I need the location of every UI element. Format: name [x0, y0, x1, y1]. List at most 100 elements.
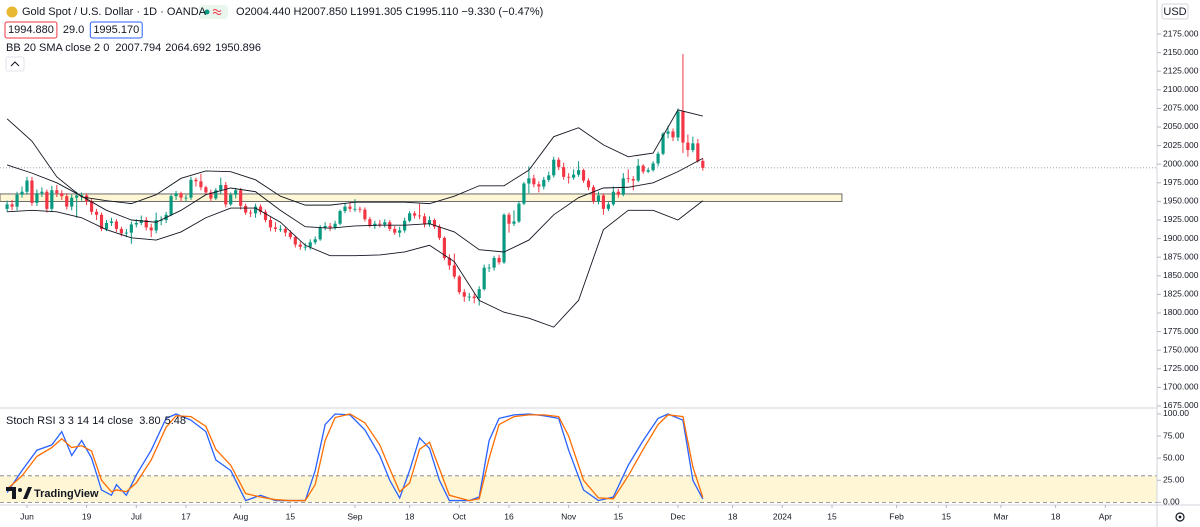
- price-tick-label: 1875.000: [1163, 251, 1199, 261]
- price-tick-label: 1700.000: [1163, 382, 1199, 392]
- ask-price-box: [89, 21, 143, 39]
- candle-body: [75, 195, 79, 198]
- tv-logo: [6, 487, 32, 499]
- candle-body: [542, 179, 546, 187]
- candle-body: [482, 267, 486, 290]
- candle-body: [234, 190, 238, 195]
- currency-button[interactable]: [1161, 3, 1189, 20]
- candle-body: [40, 191, 44, 194]
- price-tick-label: 1900.000: [1163, 233, 1199, 243]
- time-tick-label: 15: [614, 511, 624, 521]
- candle-body: [214, 190, 218, 199]
- candle-body: [60, 193, 64, 197]
- candle-body: [393, 228, 397, 233]
- candle-body: [408, 213, 412, 221]
- price-tick-label: 1950.000: [1163, 196, 1199, 206]
- bb-lower-value: 1950.896: [215, 42, 261, 54]
- market-status-button[interactable]: [199, 5, 228, 19]
- candle-body: [532, 178, 536, 185]
- candle-body: [427, 219, 432, 225]
- time-tick-label: 17: [181, 511, 191, 521]
- candle-body: [447, 257, 451, 266]
- price-tick-label: 2050.000: [1163, 121, 1199, 131]
- time-tick-label: Dec: [670, 511, 686, 521]
- candle-body: [591, 187, 596, 202]
- candle-body: [268, 219, 273, 228]
- candle-body: [547, 175, 551, 180]
- candle-body: [109, 221, 114, 223]
- candle-body: [85, 195, 89, 202]
- candle-body: [70, 197, 74, 207]
- candle-body: [124, 232, 128, 234]
- time-tick-label: Oct: [453, 511, 467, 521]
- time-tick-label: 2024: [773, 511, 792, 521]
- candle-body: [358, 208, 362, 210]
- candle-body: [179, 193, 183, 198]
- candle-body: [278, 228, 283, 230]
- candle-body: [656, 153, 660, 164]
- logo-dot: [18, 488, 22, 492]
- candle-body: [30, 180, 34, 203]
- time-tick-label: Jul: [131, 511, 142, 521]
- price-change: −9.330 (−0.47%): [461, 6, 543, 18]
- candle-body: [432, 219, 437, 227]
- candle-body: [129, 224, 133, 233]
- time-tick-label: Apr: [1099, 511, 1112, 521]
- candle-body: [333, 223, 337, 228]
- time-tick-label: Mar: [994, 511, 1009, 521]
- candle-body: [606, 204, 610, 209]
- price-tick-label: 2125.000: [1163, 65, 1199, 75]
- candle-body: [298, 244, 302, 247]
- candle-body: [576, 170, 581, 175]
- bollinger-basis: [6, 158, 704, 253]
- candle-body: [199, 181, 203, 188]
- price-tick-label: 1825.000: [1163, 289, 1199, 299]
- candle-body: [467, 296, 471, 298]
- stoch-title: Stoch RSI 3 3 14 14 close: [6, 415, 133, 427]
- candle-body: [701, 160, 705, 168]
- price-tick-label: 1800.000: [1163, 307, 1199, 317]
- settings-button[interactable]: [1175, 512, 1185, 522]
- candle-body: [581, 170, 586, 181]
- candle-body: [373, 223, 377, 226]
- ohlc-letter: L: [350, 6, 356, 18]
- price-tick-label: 1975.000: [1163, 177, 1199, 187]
- price-tick-label: 1675.000: [1163, 400, 1199, 410]
- candle-body: [442, 237, 446, 258]
- price-tick-label: 1925.000: [1163, 214, 1199, 224]
- candle-body: [572, 174, 576, 178]
- collapse-button[interactable]: [5, 56, 25, 72]
- candle-body: [651, 163, 655, 171]
- candle-body: [194, 179, 198, 182]
- candle-body: [343, 206, 347, 212]
- stoch-band: [0, 475, 1157, 503]
- candle-body: [244, 205, 248, 213]
- price-tick-label: 2175.000: [1163, 28, 1199, 38]
- candle-body: [552, 159, 556, 176]
- stoch-tick-label: 100.00: [1163, 408, 1189, 418]
- candle-body: [114, 221, 119, 229]
- currency-label: USD: [1163, 6, 1186, 18]
- stoch-tick-label: 0.00: [1163, 497, 1180, 507]
- symbol-icon: [6, 6, 18, 18]
- candle-body: [502, 214, 506, 263]
- candle-body: [119, 228, 123, 234]
- candle-body: [308, 242, 312, 247]
- candle-body: [159, 219, 163, 221]
- candle-body: [562, 167, 566, 177]
- candle-body: [348, 206, 352, 209]
- candle-body: [104, 222, 109, 229]
- candle-body: [378, 223, 382, 225]
- candle-body: [318, 227, 322, 240]
- candle-body: [363, 209, 367, 220]
- bollinger-lower: [7, 200, 704, 328]
- candle-body: [224, 185, 228, 205]
- candle-body: [273, 227, 278, 229]
- market-open-dot: [204, 9, 210, 15]
- candle-body: [239, 190, 243, 206]
- candle-body: [452, 265, 456, 277]
- candle-body: [263, 211, 268, 220]
